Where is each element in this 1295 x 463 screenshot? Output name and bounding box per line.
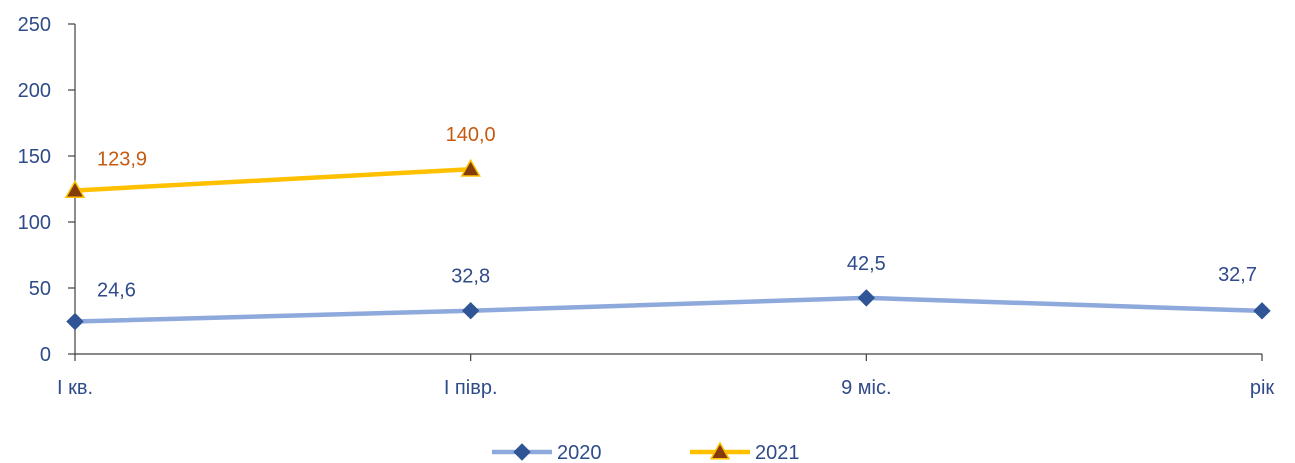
data-label: 32,7	[1218, 264, 1257, 286]
data-label: 32,8	[451, 266, 490, 288]
legend-label: 2020	[557, 442, 602, 463]
y-tick-label: 100	[18, 212, 51, 234]
y-tick-label: 50	[29, 278, 51, 300]
data-label: 123,9	[97, 148, 147, 170]
x-tick-label: рік	[1250, 377, 1275, 399]
series-line-2020	[72, 295, 1265, 324]
x-tick-label: І кв.	[57, 377, 93, 399]
data-point	[1253, 302, 1271, 320]
y-tick-label: 250	[18, 14, 51, 36]
data-point	[460, 158, 481, 177]
data-point	[857, 289, 876, 307]
legend-label: 2021	[755, 442, 800, 463]
series-2021: 123,9 140,0	[64, 124, 496, 198]
series-layer: 24,6 32,8 42,5 32,7 123,9 140,0	[64, 124, 1271, 331]
data-label: 42,5	[847, 253, 886, 275]
legend-marker	[709, 441, 731, 460]
legend-marker	[513, 443, 531, 461]
x-tick-label: 9 міс.	[841, 377, 891, 399]
y-tick-label: 0	[40, 344, 51, 366]
axes: 0 50 100 150 200 250 І кв. І півр. 9 міс. рік	[18, 14, 1275, 399]
legend-item-2020: 2020	[492, 442, 602, 463]
data-label: 24,6	[97, 280, 136, 302]
data-point	[64, 179, 86, 198]
y-tick-label: 150	[18, 146, 51, 168]
y-tick-label: 200	[18, 80, 51, 102]
data-point	[66, 312, 84, 331]
legend-item-2021: 2021	[690, 441, 800, 463]
legend: 2020 2021	[492, 441, 800, 463]
series-2020: 24,6 32,8 42,5 32,7	[66, 253, 1271, 331]
x-tick-label: І півр.	[444, 377, 498, 399]
data-label: 140,0	[446, 124, 496, 146]
series-line-2021	[72, 166, 473, 193]
data-point	[461, 301, 480, 320]
